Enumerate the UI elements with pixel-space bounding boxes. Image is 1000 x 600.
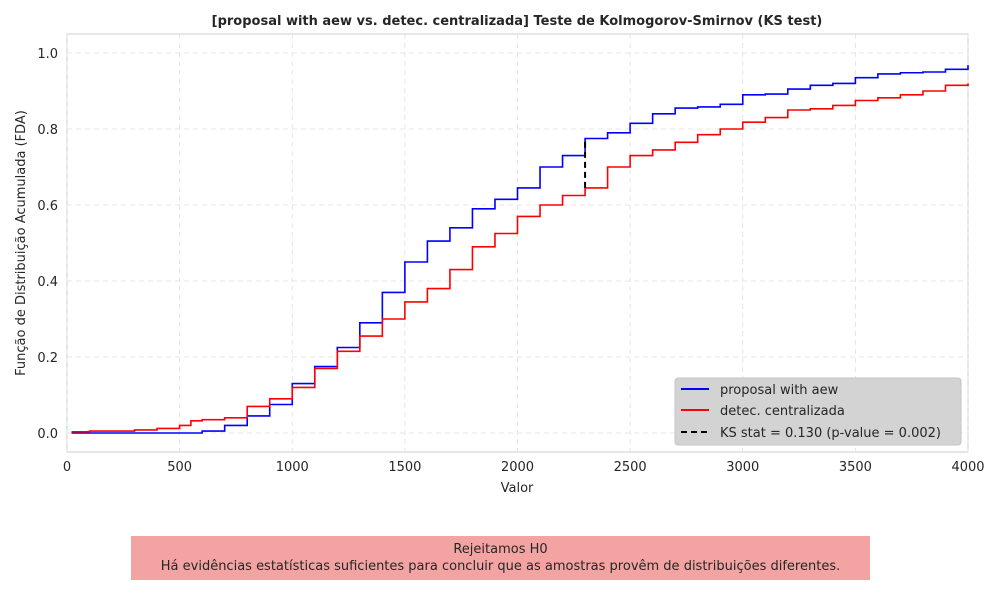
x-tick-label: 3500 <box>839 460 872 475</box>
legend-label-ks: KS stat = 0.130 (p-value = 0.002) <box>720 426 941 441</box>
legend-box <box>674 377 962 446</box>
conclusion-text: Há evidências estatísticas suficientes p… <box>160 559 841 574</box>
y-tick-label: 0.6 <box>37 199 58 214</box>
x-tick-label: 2000 <box>501 460 534 475</box>
y-axis-label: Função de Distribuição Acumulada (FDA) <box>14 110 29 376</box>
x-tick-label: 1000 <box>276 460 309 475</box>
x-tick-label: 3000 <box>726 460 759 475</box>
series-line-proposal <box>71 65 969 434</box>
x-tick-label: 0 <box>63 460 71 475</box>
conclusion-title: Rejeitamos H0 <box>453 542 548 557</box>
legend: proposal with aew detec. centralizada KS… <box>674 377 962 446</box>
grid <box>66 34 969 452</box>
conclusion-box: Rejeitamos H0 Há evidências estatísticas… <box>131 536 870 580</box>
x-tick-label: 500 <box>167 460 192 475</box>
y-tick-label: 0.2 <box>37 351 58 366</box>
x-tick-label: 4000 <box>951 460 984 475</box>
x-tick-label: 1500 <box>388 460 421 475</box>
y-tick-label: 0.4 <box>37 275 58 290</box>
chart-title: [proposal with aew vs. detec. centraliza… <box>212 14 823 29</box>
legend-label-centralizada: detec. centralizada <box>720 404 845 419</box>
x-tick-label: 2500 <box>614 460 647 475</box>
x-axis-label: Valor <box>501 481 534 496</box>
y-tick-label: 0.8 <box>37 123 58 138</box>
y-tick-label: 0.0 <box>37 427 58 442</box>
legend-label-proposal: proposal with aew <box>720 383 839 398</box>
series-line-centralizada <box>71 83 969 433</box>
tick-labels: 0 500 1000 1500 2000 2500 3000 3500 4000 0.0 0.2 0.… <box>37 47 984 475</box>
series-lines <box>71 65 969 434</box>
y-tick-label: 1.0 <box>37 47 58 62</box>
